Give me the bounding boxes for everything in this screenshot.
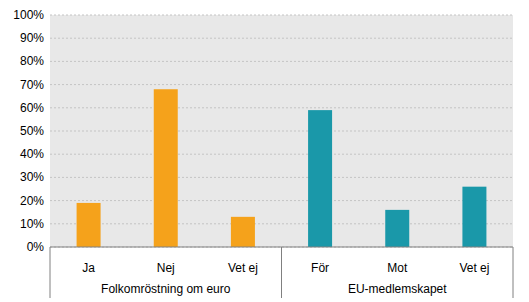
grid-line: [50, 84, 513, 85]
group-label: Folkomröstning om euro: [101, 282, 231, 296]
x-tick-label: För: [311, 261, 329, 275]
group-separator: [281, 247, 282, 298]
y-tick-label: 90%: [20, 31, 44, 45]
x-tick-label: Ja: [82, 261, 95, 275]
group-separator: [513, 247, 514, 298]
y-tick-label: 50%: [20, 124, 44, 138]
grid-line: [50, 154, 513, 155]
y-tick-label: 30%: [20, 170, 44, 184]
group-separator: [50, 247, 51, 298]
grid-line: [50, 177, 513, 178]
y-tick-label: 20%: [20, 194, 44, 208]
bar: [231, 217, 255, 247]
chart-container: 0% 10% 20% 30% 40% 50% 60% 70% 80% 90% 100% Ja Nej Ve…: [0, 0, 529, 302]
group-label: EU-medlemskapet: [348, 282, 447, 296]
x-tick-label: Mot: [387, 261, 408, 275]
grid-line: [50, 38, 513, 39]
x-tick-label: Vet ej: [459, 261, 489, 275]
y-tick-label: 0%: [27, 240, 45, 254]
grid-line: [50, 131, 513, 132]
grid-line: [50, 107, 513, 108]
grid-line: [50, 200, 513, 201]
grid-line: [50, 15, 513, 16]
y-tick-label: 80%: [20, 54, 44, 68]
grid-line: [50, 223, 513, 224]
y-tick-label: 10%: [20, 217, 44, 231]
x-tick-label: Nej: [157, 261, 175, 275]
grid-line: [50, 61, 513, 62]
plot-background: [50, 15, 513, 247]
chart-svg: 0% 10% 20% 30% 40% 50% 60% 70% 80% 90% 100% Ja Nej Ve…: [0, 0, 529, 302]
bars: [77, 89, 487, 247]
bar: [77, 203, 101, 247]
bar: [308, 110, 332, 247]
y-tick-label: 60%: [20, 101, 44, 115]
y-tick-label: 100%: [13, 8, 44, 22]
bar: [385, 210, 409, 247]
bar: [462, 187, 486, 247]
bar: [154, 89, 178, 247]
y-tick-label: 40%: [20, 147, 44, 161]
x-tick-label: Vet ej: [228, 261, 258, 275]
y-tick-label: 70%: [20, 78, 44, 92]
